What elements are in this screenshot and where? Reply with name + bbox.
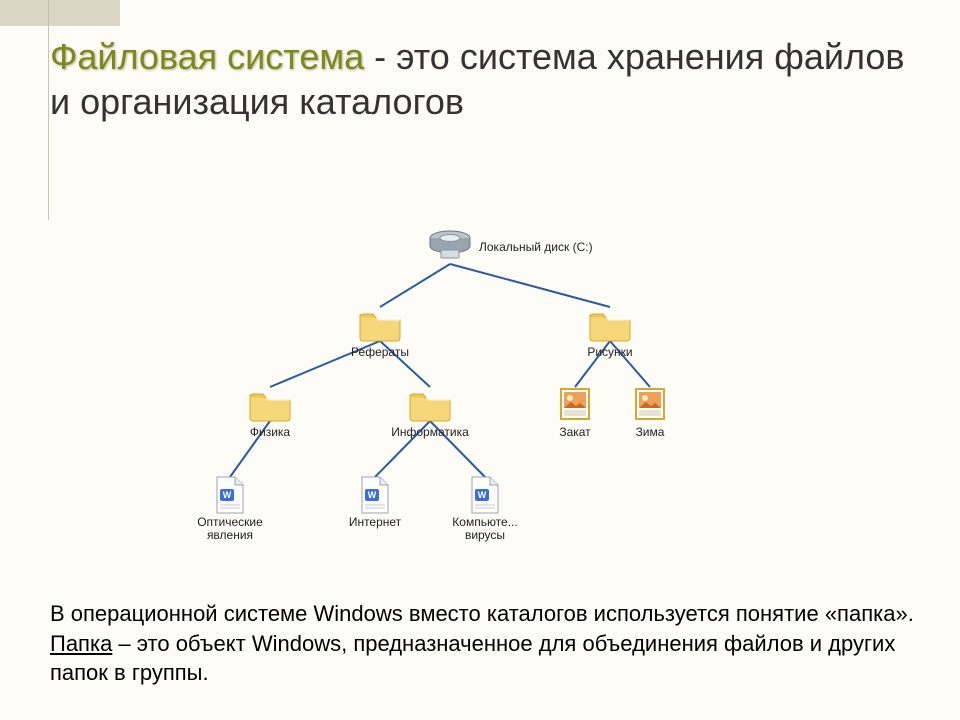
footer-line1: В операционной системе Windows вместо ка… bbox=[50, 601, 914, 626]
slide-title: Файловая система - это система хранения … bbox=[50, 34, 930, 124]
title-term: Файловая система bbox=[50, 36, 364, 77]
tree-node-root: Локальный диск (C:) bbox=[395, 228, 505, 266]
doc-icon: W bbox=[211, 475, 249, 513]
folder-icon bbox=[587, 305, 633, 343]
node-label: Физика bbox=[215, 426, 325, 439]
hdd-icon bbox=[427, 228, 473, 266]
slide: Файловая система - это система хранения … bbox=[0, 0, 960, 720]
footer-text: В операционной системе Windows вместо ка… bbox=[50, 599, 920, 688]
tree-edge bbox=[450, 264, 610, 307]
doc-icon: W bbox=[466, 475, 504, 513]
doc-icon: W bbox=[356, 475, 394, 513]
pic-icon bbox=[556, 385, 594, 423]
tree-node-ris: Рисунки bbox=[555, 305, 665, 359]
svg-text:W: W bbox=[478, 490, 487, 500]
tree-node-inf: Информатика bbox=[375, 385, 485, 439]
folder-icon bbox=[407, 385, 453, 423]
pic-icon bbox=[631, 385, 669, 423]
node-label: Зима bbox=[595, 426, 705, 439]
folder-icon bbox=[357, 305, 403, 343]
footer-line2-rest: – это объект Windows, предназначенное дл… bbox=[50, 631, 895, 686]
svg-text:W: W bbox=[368, 490, 377, 500]
node-label: Локальный диск (C:) bbox=[479, 241, 639, 254]
tree-node-ref: Рефераты bbox=[325, 305, 435, 359]
accent-block bbox=[0, 0, 120, 26]
filesystem-tree-diagram: Локальный диск (C:) Рефераты Рисунки Физ… bbox=[160, 220, 800, 540]
footer-term: Папка bbox=[50, 631, 112, 656]
tree-node-vir: W Компьюте... вирусы bbox=[430, 475, 540, 542]
tree-node-net: W Интернет bbox=[320, 475, 430, 529]
tree-node-opt: W Оптические явления bbox=[175, 475, 285, 542]
node-label: Информатика bbox=[375, 426, 485, 439]
tree-node-phy: Физика bbox=[215, 385, 325, 439]
node-label: Оптические явления bbox=[175, 516, 285, 542]
node-label: Рефераты bbox=[325, 346, 435, 359]
node-label: Интернет bbox=[320, 516, 430, 529]
node-label: Компьюте... вирусы bbox=[430, 516, 540, 542]
folder-icon bbox=[247, 385, 293, 423]
node-label: Рисунки bbox=[555, 346, 665, 359]
accent-line bbox=[48, 0, 49, 220]
tree-edge bbox=[380, 264, 450, 307]
tree-node-zim: Зима bbox=[595, 385, 705, 439]
svg-text:W: W bbox=[223, 490, 232, 500]
